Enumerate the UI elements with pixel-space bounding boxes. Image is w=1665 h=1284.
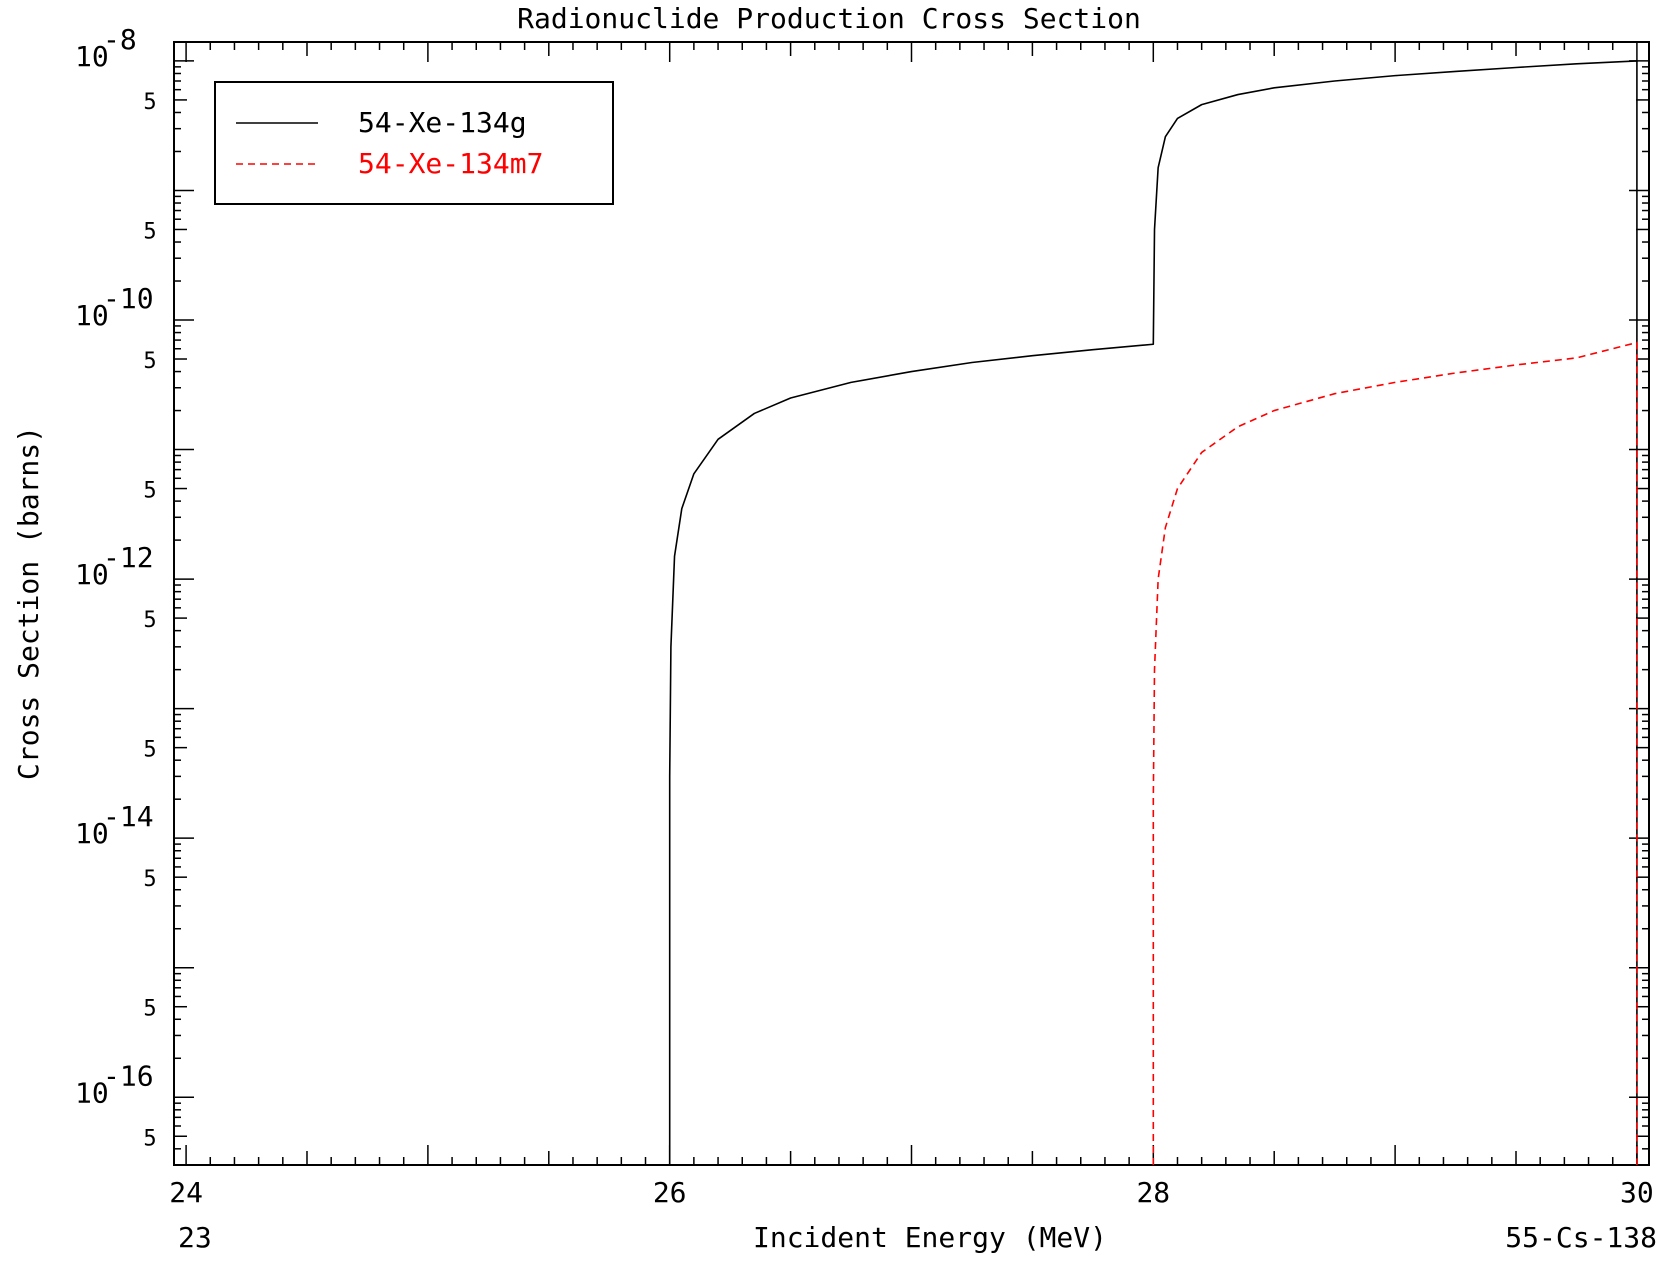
footer-left-label: 23 [178, 1221, 212, 1254]
series-line-xe134m7 [1152, 341, 1638, 1165]
y-tick-label-exponent: -12 [103, 541, 154, 574]
legend-label-xe134g: 54-Xe-134g [358, 106, 527, 139]
x-axis-label: Incident Energy (MeV) [753, 1221, 1107, 1254]
chart-title: Radionuclide Production Cross Section [517, 2, 1141, 35]
x-tick-label: 30 [1620, 1176, 1654, 1209]
y-tick-label-exponent: -14 [103, 800, 154, 833]
y-tick-label: 10-10 [75, 282, 154, 332]
y-minor-tick-label: 5 [143, 608, 156, 633]
y-tick-label-base: 10 [75, 40, 109, 73]
y-minor-tick-label: 5 [143, 738, 156, 763]
y-tick-label: 10-8 [75, 23, 137, 73]
y-minor-tick-label: 5 [143, 479, 156, 504]
y-minor-tick-label: 5 [143, 867, 156, 892]
series-line-xe134g [668, 60, 1638, 1165]
y-tick-label-base: 10 [75, 1076, 109, 1109]
y-minor-tick-label: 5 [143, 349, 156, 374]
x-tick-label: 28 [1136, 1176, 1170, 1209]
legend-label-xe134m7: 54-Xe-134m7 [358, 147, 543, 180]
x-axis-tick-labels: 24 26 28 30 [169, 1176, 1654, 1209]
y-minor-tick-label: 5 [143, 997, 156, 1022]
y-tick-label-base: 10 [75, 299, 109, 332]
y-tick-label: 10-16 [75, 1059, 154, 1109]
y-tick-label-exponent: -16 [103, 1059, 154, 1092]
y-minor-tick-label: 5 [143, 1126, 156, 1151]
y-tick-label: 10-14 [75, 800, 154, 850]
y-tick-label-base: 10 [75, 817, 109, 850]
plot-frame [173, 41, 1650, 1166]
x-tick-label: 24 [169, 1176, 203, 1209]
x-axis-ticks [185, 42, 1638, 1165]
y-minor-tick-label: 5 [143, 219, 156, 244]
y-tick-label-exponent: -8 [103, 23, 137, 56]
plot-area [173, 41, 1650, 1166]
legend: 54-Xe-134g 54-Xe-134m7 [214, 81, 614, 205]
y-axis-ticks [174, 60, 1649, 1166]
y-tick-label-exponent: -10 [103, 282, 154, 315]
footer-right-label: 55-Cs-138 [1505, 1221, 1657, 1254]
x-tick-label: 26 [653, 1176, 687, 1209]
y-axis-label: Cross Section (barns) [12, 426, 45, 780]
y-tick-label: 10-12 [75, 541, 154, 591]
y-tick-label-base: 10 [75, 558, 109, 591]
legend-box [214, 81, 614, 205]
series-layer [668, 60, 1638, 1165]
y-minor-tick-label: 5 [143, 90, 156, 115]
